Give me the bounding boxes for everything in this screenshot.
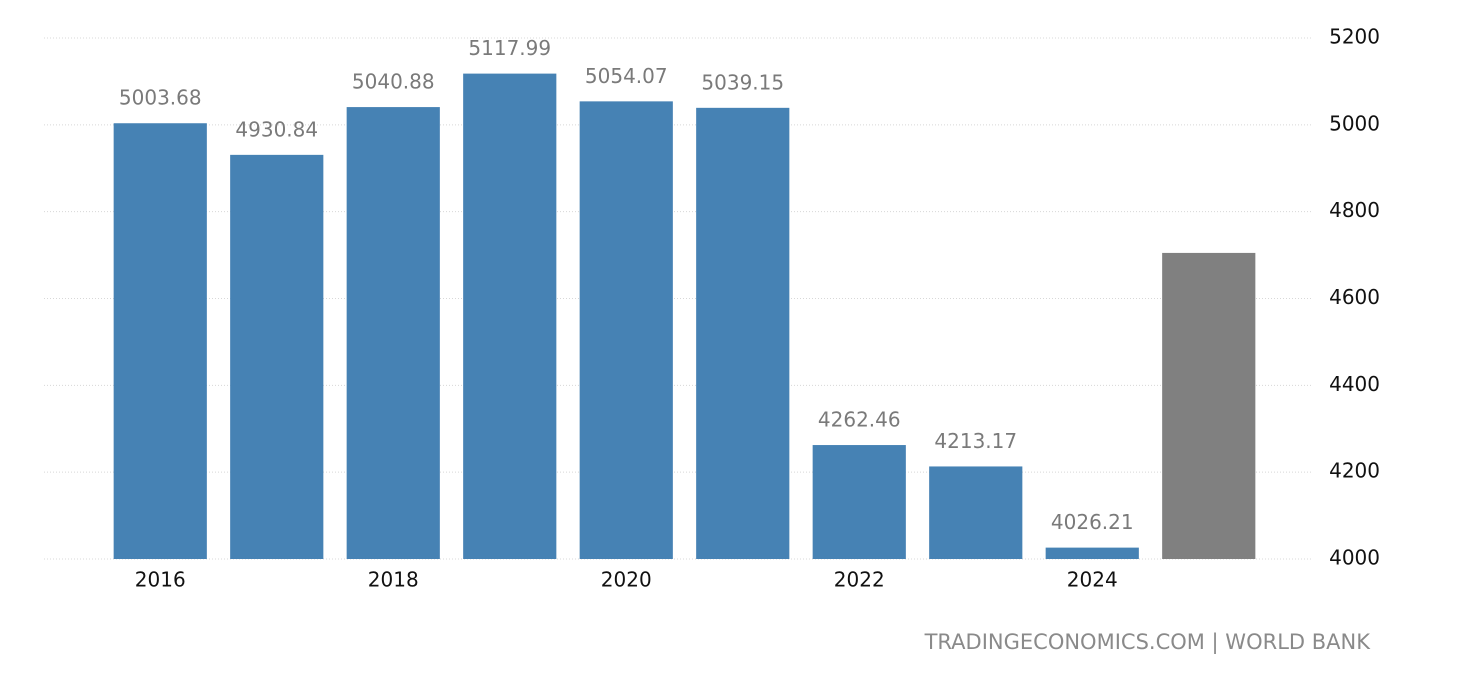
bar (230, 154, 324, 560)
y-tick-label: 4000 (1329, 546, 1380, 570)
x-tick-label: 2016 (135, 568, 186, 592)
y-tick-label: 4600 (1329, 285, 1380, 309)
bar (929, 466, 1023, 559)
value-label: 5117.99 (468, 36, 551, 60)
bar (1162, 252, 1256, 559)
x-tick-label: 2020 (601, 568, 652, 592)
y-tick-label: 4200 (1329, 459, 1380, 483)
value-label: 4930.84 (235, 117, 318, 141)
source: TRADINGECONOMICS.COM | WORLD BANK (924, 630, 1372, 655)
value-label: 5054.07 (585, 64, 668, 88)
value-label: 4026.21 (1051, 510, 1134, 534)
bar (346, 107, 440, 560)
bar (1045, 547, 1139, 559)
bar (463, 73, 557, 559)
value-label: 5039.15 (701, 70, 784, 94)
x-tick-label: 2024 (1067, 568, 1118, 592)
x-tick-label: 2022 (834, 568, 885, 592)
y-tick-label: 5000 (1329, 111, 1380, 135)
y-tick-label: 4400 (1329, 372, 1380, 396)
y-tick-label: 4800 (1329, 198, 1380, 222)
value-label: 5040.88 (352, 70, 435, 94)
value-label: 4262.46 (818, 408, 901, 432)
value-label: 4213.17 (934, 429, 1017, 453)
x-tick-label: 2018 (368, 568, 419, 592)
bar (113, 123, 207, 560)
bar (696, 107, 790, 560)
bar (812, 445, 906, 559)
value-label: 5003.68 (119, 86, 202, 110)
y-tick-label: 5200 (1329, 25, 1380, 49)
bar (579, 101, 673, 559)
